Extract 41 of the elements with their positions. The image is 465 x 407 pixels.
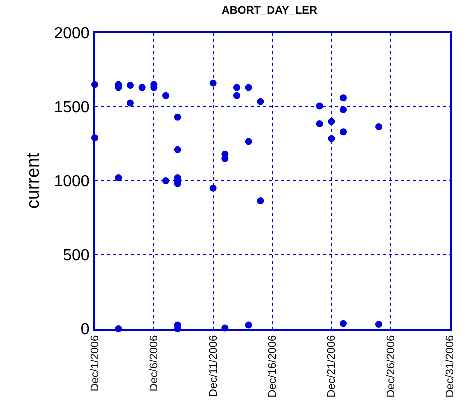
point [162,92,170,100]
point [316,120,324,128]
point [257,197,264,204]
point [234,92,240,100]
point [138,84,146,92]
point [328,118,336,126]
x-tick-label: Dec/16/2006 [267,335,280,398]
point [328,135,336,142]
point [340,320,347,328]
y-tick-label: 0 [80,322,90,339]
y-tick-label: 2000 [54,26,90,43]
point [174,114,182,121]
x-tick-label: Dec/31/2006 [444,335,457,398]
point [340,106,347,114]
point [257,98,264,106]
point [376,321,382,328]
point [127,100,134,107]
y-axis-title: current [22,152,43,210]
y-tick-label: 1000 [54,174,90,191]
point [127,82,134,90]
chart-title: ABORT_DAY_LER [222,4,318,17]
point [340,94,347,102]
x-tick-label: Dec/21/2006 [326,335,338,398]
y-tick-label: 1500 [54,100,90,117]
point [245,322,252,329]
point [234,84,240,92]
point [245,84,252,92]
x-tick-label: Dec/6/2006 [148,335,161,392]
point [316,102,324,110]
point [174,146,182,154]
point [210,80,217,87]
x-tick-label: Dec/26/2006 [385,335,398,398]
point [340,128,347,136]
point [210,184,217,192]
point [162,178,170,184]
x-tick-label: Dec/1/2006 [90,335,102,392]
x-tick-label: Dec/11/2006 [208,335,220,397]
point [115,174,122,182]
point [245,138,252,146]
y-tick-label: 500 [63,248,90,265]
point [376,123,382,130]
